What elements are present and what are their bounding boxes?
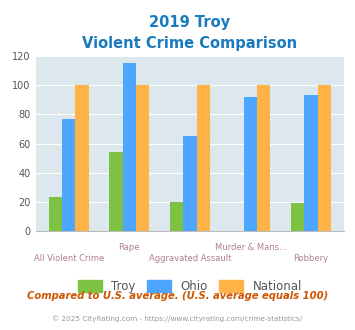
Bar [183,136,197,231]
Text: Aggravated Assault: Aggravated Assault [149,254,231,263]
Text: Rape: Rape [119,243,140,252]
Bar [123,63,136,231]
Bar [109,152,123,231]
Bar [304,95,318,231]
Bar [291,203,304,231]
Bar [257,85,271,231]
Text: All Violent Crime: All Violent Crime [34,254,104,263]
Text: Robbery: Robbery [294,254,329,263]
Title: 2019 Troy
Violent Crime Comparison: 2019 Troy Violent Crime Comparison [82,15,297,51]
Bar [170,202,183,231]
Bar [49,197,62,231]
Bar [136,85,149,231]
Bar [76,85,89,231]
Text: Compared to U.S. average. (U.S. average equals 100): Compared to U.S. average. (U.S. average … [27,291,328,301]
Bar [62,119,76,231]
Text: Murder & Mans...: Murder & Mans... [214,243,286,252]
Bar [318,85,331,231]
Text: © 2025 CityRating.com - https://www.cityrating.com/crime-statistics/: © 2025 CityRating.com - https://www.city… [53,315,302,322]
Legend: Troy, Ohio, National: Troy, Ohio, National [73,275,306,298]
Bar [197,85,210,231]
Bar [244,97,257,231]
